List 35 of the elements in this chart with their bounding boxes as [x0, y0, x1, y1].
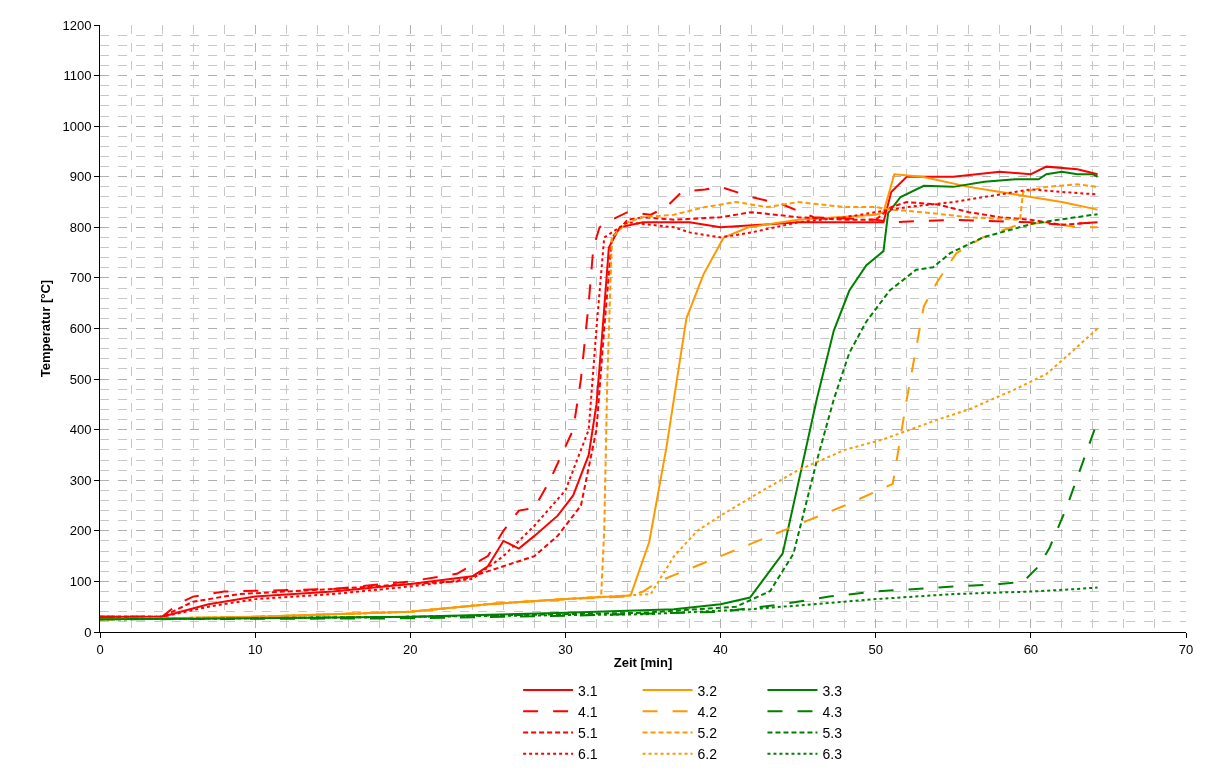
x-tick-label: 0 — [96, 641, 104, 657]
y-axis-title: Temperatur [°C] — [38, 279, 54, 378]
legend-label: 4.2 — [697, 703, 718, 720]
y-tick-label: 500 — [69, 371, 92, 387]
legend-label: 5.1 — [578, 724, 598, 741]
legend-label: 6.2 — [697, 746, 718, 763]
legend-label: 6.3 — [822, 746, 843, 763]
x-axis-title: Zeit [min] — [613, 655, 673, 671]
x-tick-label: 60 — [1023, 641, 1039, 657]
y-tick-label: 700 — [69, 270, 92, 286]
y-tick-label: 1000 — [62, 118, 92, 134]
legend-label: 6.1 — [578, 746, 598, 763]
x-tick-label: 50 — [868, 641, 883, 657]
legend-label: 4.1 — [578, 703, 598, 720]
x-tick-label: 70 — [1178, 641, 1194, 657]
y-tick-label: 0 — [84, 624, 92, 640]
x-tick-label: 40 — [713, 641, 728, 657]
y-tick-label: 300 — [69, 472, 92, 488]
y-tick-label: 800 — [69, 219, 92, 235]
y-tick-label: 400 — [69, 422, 92, 438]
legend-label: 3.3 — [822, 682, 843, 699]
x-tick-label: 20 — [403, 641, 418, 657]
y-tick-label: 1200 — [62, 17, 92, 33]
legend-label: 4.3 — [822, 703, 843, 720]
legend-label: 5.3 — [822, 724, 843, 741]
x-tick-label: 30 — [558, 641, 573, 657]
y-tick-label: 900 — [69, 169, 92, 185]
y-tick-label: 200 — [69, 523, 92, 539]
legend-label: 5.2 — [697, 724, 718, 741]
legend-label: 3.1 — [578, 682, 598, 699]
x-tick-label: 10 — [247, 641, 263, 657]
y-tick-label: 600 — [69, 321, 92, 337]
y-tick-label: 1100 — [63, 68, 92, 84]
y-tick-label: 100 — [69, 573, 92, 589]
legend-label: 3.2 — [697, 682, 718, 699]
